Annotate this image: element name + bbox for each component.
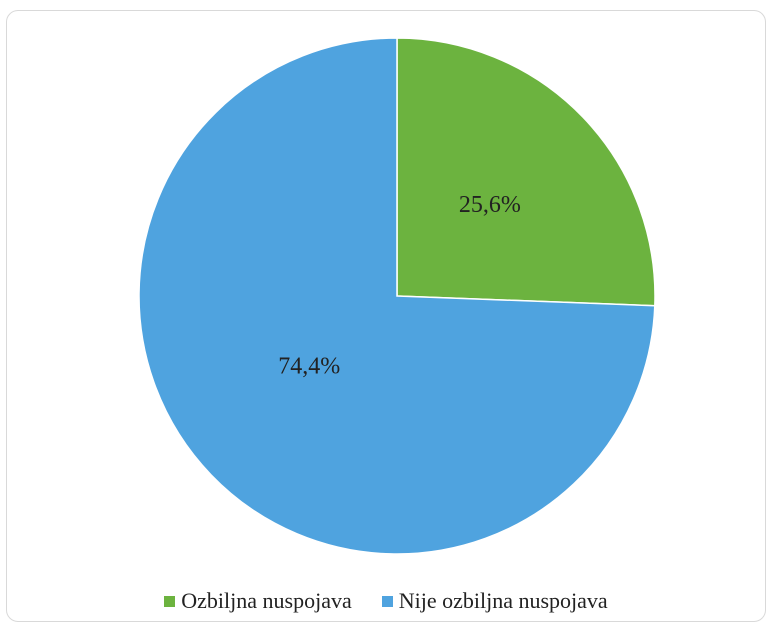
pie-data-labels: 25,6% 74,4% xyxy=(278,192,521,379)
pie-slice-1 xyxy=(138,37,656,555)
legend-swatch-nije-ozbiljna xyxy=(381,595,393,607)
legend-label-nije-ozbiljna: Nije ozbiljna nuspojava xyxy=(398,588,608,613)
legend-swatch-ozbiljna xyxy=(164,595,176,607)
legend-item-ozbiljna: Ozbiljna nuspojava xyxy=(164,588,352,614)
legend-label-ozbiljna: Ozbiljna nuspojava xyxy=(181,588,352,613)
legend-item-nije-ozbiljna: Nije ozbiljna nuspojava xyxy=(381,588,608,614)
pie-slice-0 xyxy=(396,37,656,307)
pie-data-label-0: 25,6% xyxy=(459,192,521,218)
pie-data-label-1: 74,4% xyxy=(278,353,340,379)
pie-slices xyxy=(138,37,656,555)
chart-legend: Ozbiljna nuspojava Nije ozbiljna nuspoja… xyxy=(0,588,772,614)
